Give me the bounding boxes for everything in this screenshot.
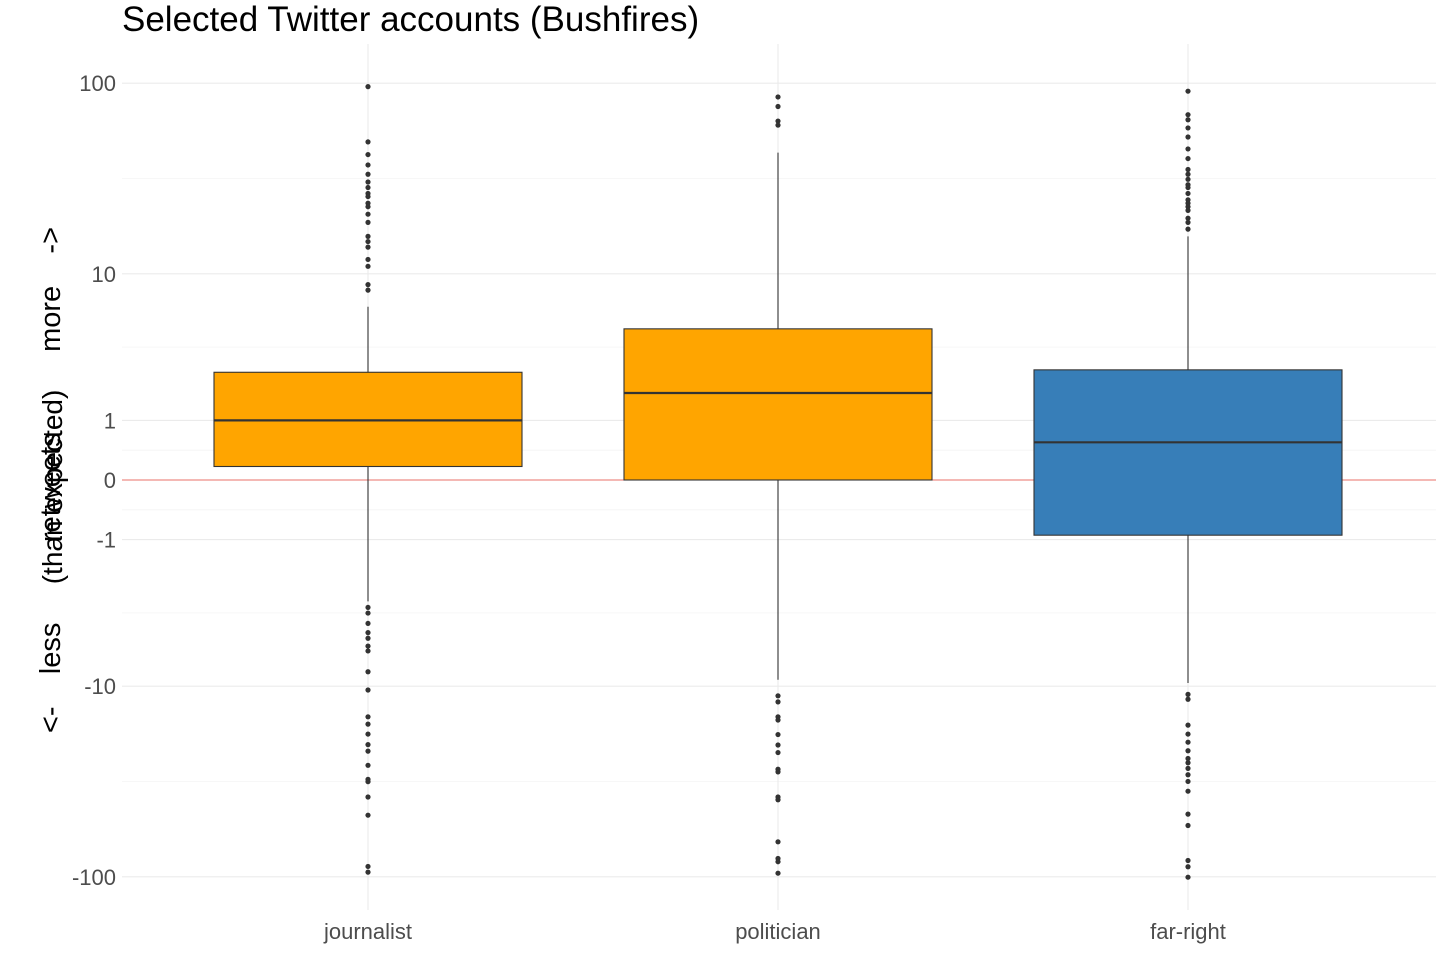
outlier-point — [775, 717, 780, 722]
box-iqr — [1034, 370, 1342, 535]
outlier-point — [365, 794, 370, 799]
outlier-point — [365, 605, 370, 610]
outlier-point — [775, 742, 780, 747]
outlier-point — [1185, 697, 1190, 702]
y-tick-label: 0 — [104, 468, 116, 493]
outlier-point — [365, 763, 370, 768]
outlier-point — [1185, 864, 1190, 869]
outlier-point — [775, 104, 780, 109]
outlier-point — [1185, 779, 1190, 784]
outlier-point — [365, 264, 370, 269]
x-tick-label: politician — [735, 919, 821, 944]
outlier-point — [365, 813, 370, 818]
outlier-point — [1185, 185, 1190, 190]
outlier-point — [365, 621, 370, 626]
outlier-point — [775, 859, 780, 864]
outlier-point — [1185, 760, 1190, 765]
outlier-point — [365, 212, 370, 217]
outlier-point — [365, 204, 370, 209]
outlier-point — [1185, 167, 1190, 172]
outlier-point — [1185, 858, 1190, 863]
box-iqr — [624, 329, 932, 480]
outlier-point — [1185, 156, 1190, 161]
outlier-point — [365, 239, 370, 244]
outlier-point — [365, 643, 370, 648]
outlier-point — [1185, 112, 1190, 117]
outlier-point — [365, 714, 370, 719]
outlier-point — [1185, 172, 1190, 177]
outlier-point — [775, 732, 780, 737]
outlier-point — [365, 245, 370, 250]
outlier-point — [365, 742, 370, 747]
outlier-point — [1185, 875, 1190, 880]
y-tick-label: 1 — [104, 408, 116, 433]
outlier-point — [365, 139, 370, 144]
outlier-point — [1185, 740, 1190, 745]
outlier-point — [1185, 220, 1190, 225]
outlier-point — [1185, 117, 1190, 122]
outlier-point — [365, 257, 370, 262]
outlier-point — [1185, 789, 1190, 794]
outlier-point — [365, 185, 370, 190]
y-tick-label: 100 — [79, 71, 116, 96]
outlier-point — [365, 194, 370, 199]
outlier-point — [365, 731, 370, 736]
outlier-point — [1185, 177, 1190, 182]
outlier-point — [775, 769, 780, 774]
outlier-point — [1185, 692, 1190, 697]
outlier-point — [365, 288, 370, 293]
outlier-point — [1185, 823, 1190, 828]
outlier-point — [1185, 723, 1190, 728]
outlier-point — [775, 871, 780, 876]
outlier-point — [365, 669, 370, 674]
outlier-point — [775, 123, 780, 128]
outlier-point — [365, 630, 370, 635]
outlier-point — [775, 94, 780, 99]
outlier-point — [365, 749, 370, 754]
outlier-point — [365, 152, 370, 157]
chart-title: Selected Twitter accounts (Bushfires) — [122, 0, 699, 39]
y-tick-label: -100 — [72, 865, 116, 890]
outlier-point — [775, 693, 780, 698]
x-tick-label: journalist — [323, 919, 412, 944]
x-tick-label: far-right — [1150, 919, 1226, 944]
outlier-point — [1185, 191, 1190, 196]
outlier-point — [365, 172, 370, 177]
outlier-point — [365, 179, 370, 184]
outlier-point — [365, 234, 370, 239]
y-tick-label: -1 — [96, 528, 116, 553]
outlier-point — [775, 750, 780, 755]
outlier-point — [775, 699, 780, 704]
outlier-point — [775, 797, 780, 802]
outlier-point — [365, 84, 370, 89]
outlier-point — [365, 864, 370, 869]
outlier-point — [365, 648, 370, 653]
outlier-point — [1185, 772, 1190, 777]
outlier-point — [365, 779, 370, 784]
outlier-point — [1185, 134, 1190, 139]
y-axis-title-line2: (than expected) — [37, 390, 68, 585]
outlier-point — [1185, 812, 1190, 817]
outlier-point — [1185, 766, 1190, 771]
outlier-point — [365, 610, 370, 615]
outlier-point — [1185, 208, 1190, 213]
y-tick-label: 10 — [92, 262, 116, 287]
outlier-point — [1185, 146, 1190, 151]
outlier-point — [365, 282, 370, 287]
y-tick-label: -10 — [84, 674, 116, 699]
outlier-point — [365, 722, 370, 727]
outlier-point — [365, 636, 370, 641]
outlier-point — [775, 839, 780, 844]
outlier-point — [365, 220, 370, 225]
outlier-point — [1185, 748, 1190, 753]
outlier-point — [365, 162, 370, 167]
outlier-point — [1185, 89, 1190, 94]
box-far-right — [1034, 89, 1342, 880]
outlier-point — [365, 870, 370, 875]
outlier-point — [365, 687, 370, 692]
outlier-point — [1185, 226, 1190, 231]
outlier-point — [1185, 125, 1190, 130]
outlier-point — [1185, 731, 1190, 736]
